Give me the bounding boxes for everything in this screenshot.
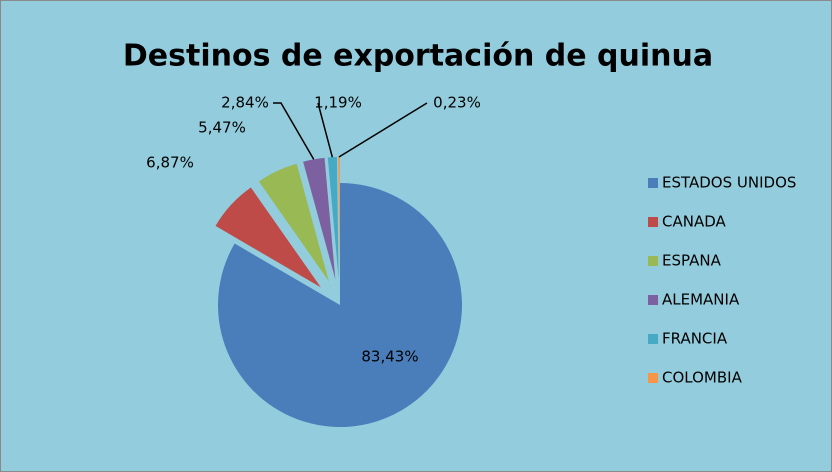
pie-slice [218, 183, 462, 427]
legend-label: ESPANA [662, 252, 722, 270]
chart-title: Destinos de exportación de quinua [123, 39, 713, 74]
legend-swatch [648, 373, 658, 383]
legend-swatch [648, 256, 658, 266]
leader-line [273, 102, 315, 160]
data-label: 1,19% [314, 94, 362, 112]
data-label: 6,87% [146, 154, 194, 172]
pie-slice [215, 187, 321, 288]
legend-swatch [648, 295, 658, 305]
legend-label: CANADA [662, 213, 727, 231]
pie-slice [258, 163, 329, 282]
leader-line [317, 102, 334, 158]
legend-swatch [648, 334, 658, 344]
legend-swatch [648, 178, 658, 188]
pie-slice [338, 157, 340, 280]
legend-label: COLOMBIA [662, 369, 743, 387]
legend-label: ESTADOS UNIDOS [662, 174, 796, 192]
data-label: 2,84% [221, 94, 269, 112]
pie-slice [327, 157, 339, 280]
data-label: 0,23% [433, 94, 481, 112]
data-label: 5,47% [198, 119, 246, 137]
leader-line [338, 102, 428, 158]
data-label: 83,43% [361, 348, 418, 366]
legend-label: FRANCIA [662, 330, 728, 348]
legend-label: ALEMANIA [662, 291, 740, 309]
legend-swatch [648, 217, 658, 227]
pie-slice [303, 157, 336, 280]
